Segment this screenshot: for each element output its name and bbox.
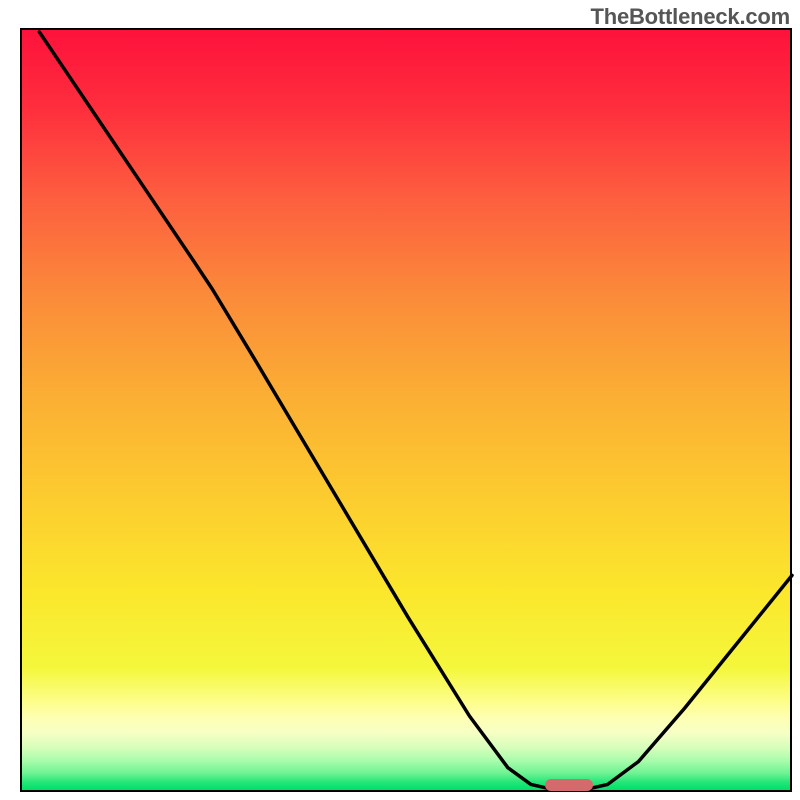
curve-path [39,32,792,790]
plot-frame [20,28,792,792]
curve-svg [24,32,792,792]
watermark-text: TheBottleneck.com [590,4,790,30]
chart-container: TheBottleneck.com [0,0,800,800]
optimum-marker [545,779,593,791]
